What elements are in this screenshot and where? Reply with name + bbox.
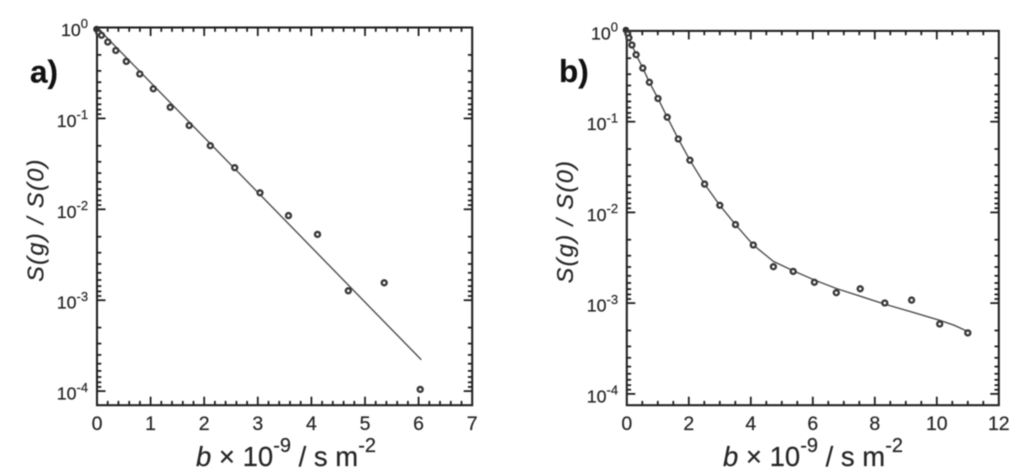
svg-text:10: 10: [587, 114, 607, 134]
svg-text:10: 10: [57, 384, 77, 404]
svg-text:6: 6: [807, 413, 818, 435]
svg-text:4: 4: [745, 413, 756, 435]
svg-text:0: 0: [92, 413, 103, 435]
svg-text:-4: -4: [77, 380, 89, 395]
svg-text:2: 2: [683, 413, 694, 435]
svg-text:7: 7: [467, 413, 478, 435]
svg-text:b × 10-9 / s m-2: b × 10-9 / s m-2: [723, 435, 903, 472]
svg-text:-2: -2: [607, 201, 619, 216]
svg-text:10: 10: [587, 296, 607, 316]
svg-text:-3: -3: [77, 289, 89, 304]
svg-text:S(g) / S(0): S(g) / S(0): [552, 160, 578, 284]
svg-text:b): b): [559, 53, 589, 89]
svg-text:-1: -1: [607, 110, 619, 125]
svg-text:8: 8: [869, 413, 880, 435]
svg-text:-2: -2: [77, 198, 89, 213]
svg-text:10: 10: [587, 386, 607, 406]
svg-text:4: 4: [306, 413, 317, 435]
svg-text:-4: -4: [607, 383, 619, 398]
svg-text:-1: -1: [77, 107, 89, 122]
svg-text:10: 10: [61, 20, 81, 40]
svg-text:10: 10: [591, 23, 611, 43]
svg-text:10: 10: [57, 293, 77, 313]
svg-text:12: 12: [988, 413, 1010, 435]
svg-text:2: 2: [199, 413, 210, 435]
svg-text:3: 3: [252, 413, 263, 435]
svg-text:S(g) / S(0): S(g) / S(0): [23, 158, 49, 282]
svg-text:1: 1: [145, 413, 156, 435]
svg-text:10: 10: [926, 413, 948, 435]
svg-text:6: 6: [413, 413, 424, 435]
svg-text:a): a): [30, 54, 58, 90]
svg-text:b × 10-9 / s m-2: b × 10-9 / s m-2: [196, 435, 376, 472]
svg-text:5: 5: [360, 413, 371, 435]
svg-text:0: 0: [81, 16, 88, 31]
svg-text:10: 10: [587, 205, 607, 225]
svg-text:0: 0: [621, 413, 632, 435]
svg-text:10: 10: [57, 202, 77, 222]
svg-text:0: 0: [611, 20, 618, 35]
svg-text:10: 10: [57, 111, 77, 131]
svg-text:-3: -3: [607, 292, 619, 307]
